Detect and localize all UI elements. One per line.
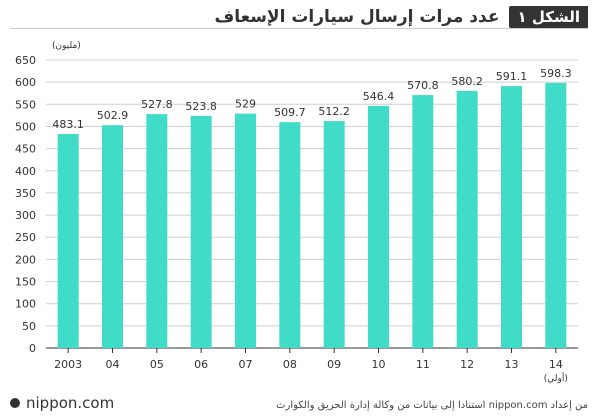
title-divider [10,28,588,29]
x-tick-label: 12 [460,358,474,371]
bar-value-label: 483.1 [52,118,84,131]
x-tick-label: 05 [150,358,164,371]
bar [190,115,212,348]
x-tick-label: 09 [327,358,341,371]
y-tick-label: 200 [15,253,36,266]
y-tick-label: 400 [15,165,36,178]
y-tick-label: 300 [15,209,36,222]
bar [57,133,79,348]
bar-value-label: 523.8 [185,100,217,113]
bar [412,95,434,348]
y-tick-label: 600 [15,76,36,89]
bar [235,113,256,348]
bar [279,122,301,348]
bar-value-label: 546.4 [363,90,395,103]
bar-value-label: 502.9 [97,109,129,122]
bar-value-label: 529 [235,98,256,111]
source-note: من إعداد nippon.com استنادا إلى بيانات م… [276,400,588,411]
bar [323,121,345,348]
bar [146,114,168,348]
x-tick-label: 11 [416,358,430,371]
x-tick-label: 07 [239,358,253,371]
bar-value-label: 527.8 [141,98,173,111]
x-tick-label: 14 [549,358,563,371]
y-tick-label: 450 [15,143,36,156]
bar-value-label: 580.2 [451,75,483,88]
x-tick-label: 13 [505,358,519,371]
y-tick-label: 350 [15,187,36,200]
bar [102,125,123,349]
bar-value-label: 570.8 [407,79,439,92]
bar-value-label: 591.1 [496,70,528,83]
logo-text: nippon.com [26,394,115,412]
chart-title: عدد مرات إرسال سيارات الإسعاف [214,7,500,27]
bar [456,90,478,349]
x-tick-label: 2003 [54,358,82,371]
x-tick-label: 10 [372,358,386,371]
y-tick-label: 150 [15,276,36,289]
y-tick-label: 100 [15,298,36,311]
nippon-logo: nippon.com [10,394,114,412]
x-tick-label: 08 [283,358,297,371]
chart-header: الشكل ١ عدد مرات إرسال سيارات الإسعاف [214,6,588,28]
y-tick-label: 650 [15,54,36,67]
x-tick-label: 06 [194,358,208,371]
y-tick-label: 550 [15,98,36,111]
bar-value-label: 512.2 [318,105,350,118]
y-tick-label: 0 [29,342,36,355]
bar [501,86,522,348]
y-tick-label: 250 [15,231,36,244]
bar [368,105,389,348]
y-tick-label: 50 [22,320,36,333]
bar-value-label: 509.7 [274,106,306,119]
figure-label: الشكل ١ [509,6,588,28]
bar-value-label: 598.3 [540,67,572,80]
x-tick-note: (أولي) [544,372,568,384]
y-unit-label: (مليون) [52,41,81,51]
bar [545,82,567,348]
y-tick-label: 500 [15,120,36,133]
x-tick-label: 04 [106,358,120,371]
logo-dot-icon [10,398,20,408]
